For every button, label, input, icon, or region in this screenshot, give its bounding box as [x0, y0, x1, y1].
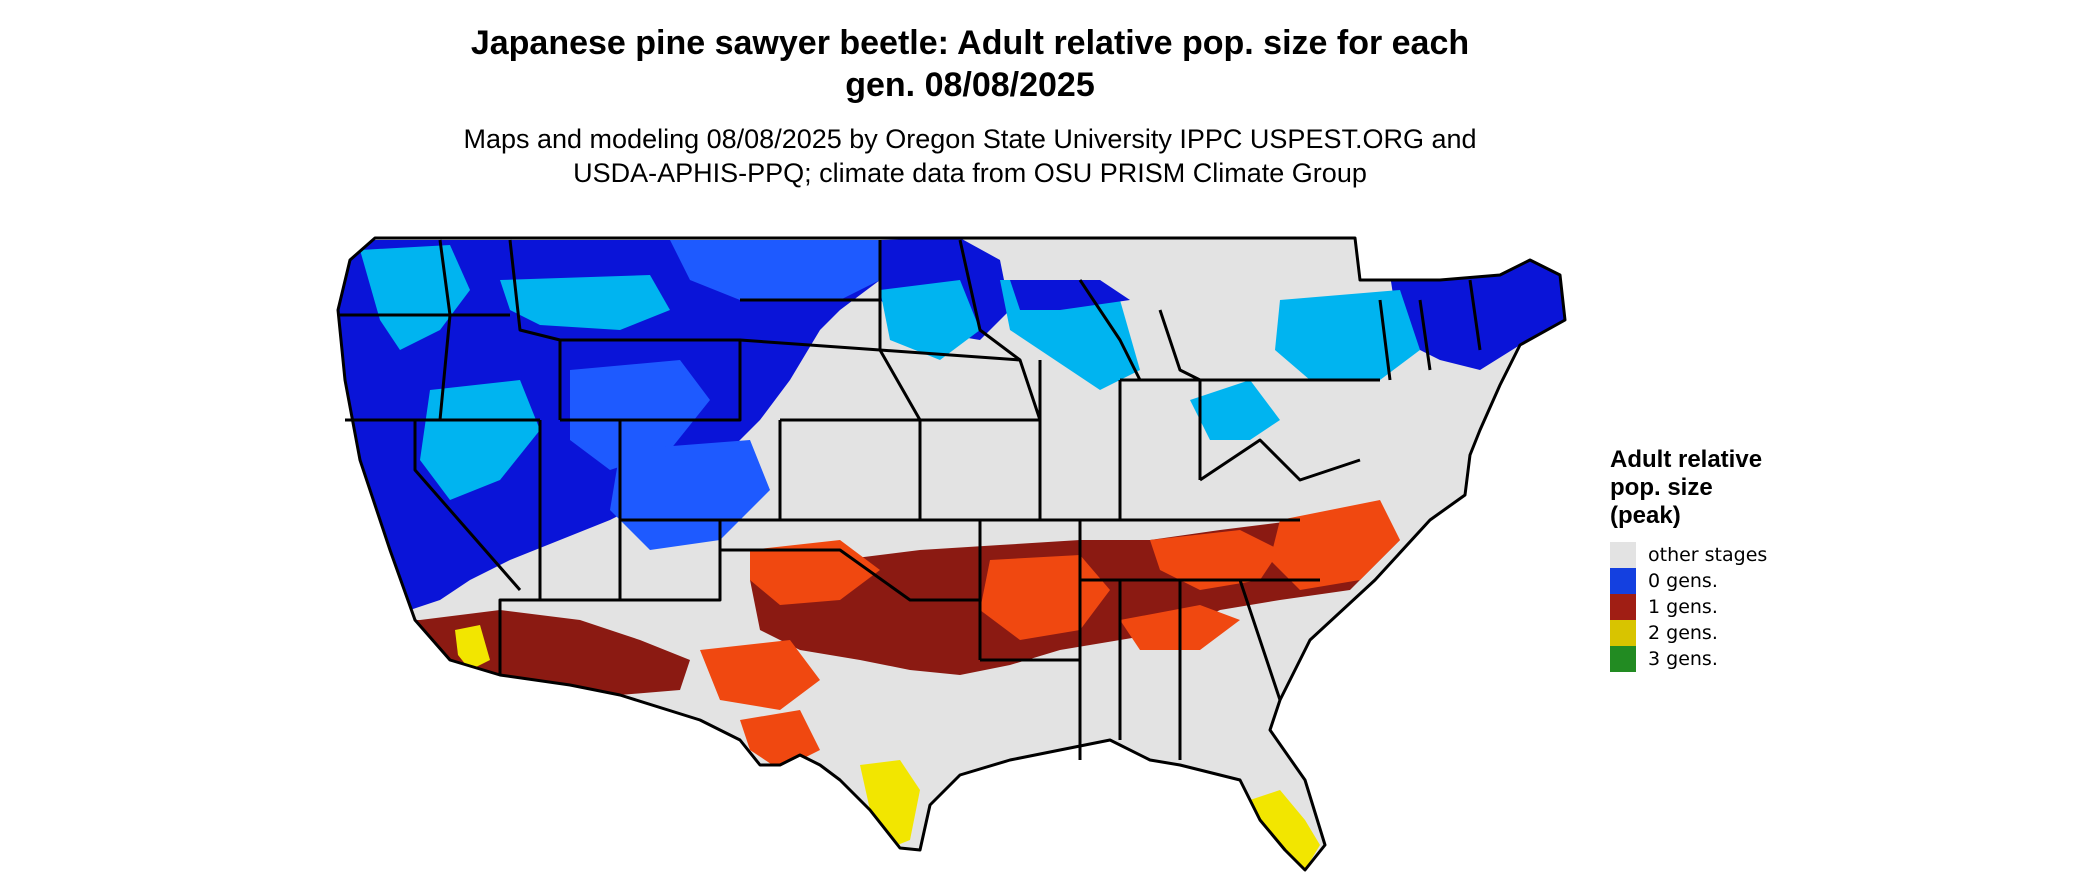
border-ia-mo [879, 348, 1040, 422]
zero-gen-region [338, 238, 1565, 610]
two-gen-region [455, 625, 1320, 870]
nevada-spots [420, 380, 540, 500]
legend-swatch-3-gens [1610, 646, 1636, 672]
legend-title-line-1: Adult relative [1610, 446, 1763, 473]
arkansas-orange [980, 555, 1110, 640]
border-wv-va [1199, 438, 1361, 482]
northwest-light [360, 245, 470, 350]
upper-peninsula-blue [1010, 280, 1130, 310]
legend-label-2-gens: 2 gens. [1648, 622, 1718, 644]
map-subtitle-line-1: Maps and modeling 08/08/2025 by Oregon S… [463, 124, 1477, 154]
north-dakota-light [670, 240, 880, 300]
map-fill [338, 238, 1565, 870]
appalachian-light [1190, 380, 1280, 440]
map-title-line-1: Japanese pine sawyer beetle: Adult relat… [470, 24, 1470, 62]
border-id-west [438, 239, 452, 421]
us-outline [336, 236, 1567, 872]
southwest-dark-red [415, 610, 690, 695]
legend-label-3-gens: 3 gens. [1648, 648, 1718, 670]
map-title: Japanese pine sawyer beetle: Adult relat… [350, 22, 1590, 106]
border-co-ks [618, 420, 782, 522]
rockies-light [570, 360, 710, 470]
border-ar-la [980, 658, 1082, 760]
border-wy [560, 338, 742, 422]
legend-title-line-3: (peak) [1610, 502, 1681, 529]
montana-light [500, 275, 670, 330]
legend-label-0-gens: 0 gens. [1648, 570, 1718, 592]
new-york-light [1275, 290, 1420, 380]
map-title-line-2: gen. 08/08/2025 [845, 66, 1095, 104]
border-ca-nv [413, 420, 522, 591]
state-borders [336, 236, 1567, 872]
arizona-yellow [455, 625, 490, 670]
northeast-blue [1390, 260, 1565, 370]
colorado-blue [610, 440, 770, 550]
border-ok-tx [720, 548, 980, 602]
legend-item-1-gens: 1 gens. [1610, 594, 1870, 620]
legend-title: Adult relative pop. size (peak) [1610, 446, 1870, 530]
south-florida-yellow [1250, 790, 1320, 870]
legend-swatch-other-stages [1610, 542, 1636, 568]
south-texas-yellow [860, 760, 920, 848]
legend-swatch-2-gens [1610, 620, 1636, 646]
border-az-nm [498, 598, 620, 675]
legend-item-other-stages: other stages [1610, 542, 1870, 568]
carolinas-orange [1270, 500, 1400, 590]
legend-title-line-2: pop. size [1610, 474, 1713, 501]
border-new-england [1378, 279, 1482, 381]
map-subtitle-line-2: USDA-APHIS-PPQ; climate data from OSU PR… [573, 158, 1367, 188]
map-legend: Adult relative pop. size (peak) other st… [1610, 446, 1870, 672]
minnesota-light [880, 280, 980, 360]
legend-item-2-gens: 2 gens. [1610, 620, 1870, 646]
legend-item-3-gens: 3 gens. [1610, 646, 1870, 672]
border-mn-wi [958, 239, 1042, 421]
border-michigan [1078, 279, 1201, 382]
border-ms-al-ga [1118, 579, 1282, 760]
legend-swatch-0-gens [1610, 568, 1636, 594]
border-central-column [878, 240, 982, 660]
legend-label-1-gens: 1 gens. [1648, 596, 1718, 618]
border-sd-ne [739, 338, 881, 352]
texas-orange [700, 640, 820, 710]
legend-label-other-stages: other stages [1648, 544, 1768, 566]
tennessee-orange [1150, 530, 1280, 590]
legend-item-0-gens: 0 gens. [1610, 568, 1870, 594]
border-nm-tx [620, 520, 722, 602]
legend-swatch-1-gens [1610, 594, 1636, 620]
map-subtitle: Maps and modeling 08/08/2025 by Oregon S… [350, 122, 1590, 190]
border-mt-id [508, 239, 562, 420]
us-map [336, 236, 1567, 872]
